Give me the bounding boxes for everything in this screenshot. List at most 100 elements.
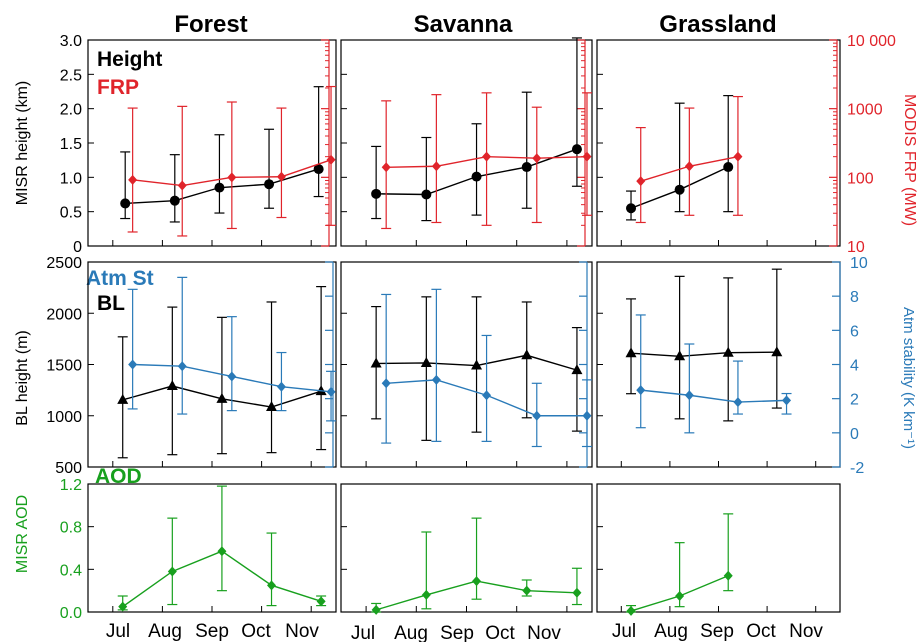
y2-tick-label: 10 000 (847, 33, 896, 50)
data-point (431, 161, 441, 172)
panel-bottom-savanna (340, 483, 593, 615)
y-tick-label: 2.0 (60, 102, 82, 119)
panel-bottom-forest: 0.0 0.4 0.8 1.2 (60, 477, 337, 622)
y-tick-label: 500 (55, 460, 82, 477)
series-bl (117, 286, 327, 459)
data-point (227, 371, 237, 382)
data-point (267, 580, 277, 591)
y-tick-label: 1.5 (60, 136, 82, 153)
x-tick-label-oct: Oct (485, 623, 515, 642)
x-tick-labels-grassland: Jul Aug Sep Oct Nov (612, 621, 824, 642)
series-height (371, 37, 582, 222)
data-point (264, 179, 275, 190)
panel-middle-savanna (340, 261, 593, 468)
y2-tick-label: 8 (850, 289, 859, 306)
x-tick-label-jul: Jul (612, 621, 636, 642)
panel-middle-grassland: -2 0 2 4 6 8 10 (596, 255, 868, 477)
x-tick-label-oct: Oct (746, 621, 776, 642)
panel-top-savanna (340, 37, 593, 247)
data-point (227, 172, 237, 183)
y-axis-label-bl-height: BL height (m) (14, 330, 31, 425)
data-point (582, 410, 592, 421)
panel-frame (340, 483, 593, 613)
y2-tick-label: 10 (850, 255, 868, 272)
data-point (733, 397, 743, 408)
data-point (316, 596, 326, 607)
panel-frame (87, 483, 337, 613)
x-tick-label-sep: Sep (195, 621, 229, 642)
y-tick-label: 2000 (46, 306, 82, 323)
x-tick-labels-savanna: Jul Aug Sep Oct Nov (351, 623, 562, 642)
y-tick-label: 2500 (46, 255, 82, 272)
data-point (532, 153, 542, 164)
data-point (326, 154, 336, 165)
x-tick-label-nov: Nov (527, 623, 561, 642)
panel-top-grassland: 10 100 1000 10 000 (596, 33, 896, 256)
series-aod (117, 485, 327, 612)
data-point (472, 576, 482, 587)
y-tick-label: 0.8 (60, 520, 82, 537)
data-point (177, 361, 187, 372)
data-point (684, 390, 694, 401)
data-point (625, 347, 637, 358)
y-tick-label: 0.4 (60, 562, 82, 579)
y2-tick-label: 1000 (847, 102, 883, 119)
y-tick-label: 1.2 (60, 477, 82, 494)
data-point (626, 605, 636, 616)
data-point (571, 144, 582, 155)
panel-frame (596, 483, 841, 613)
panel-frame (596, 39, 841, 247)
data-point (381, 378, 391, 389)
data-point (482, 151, 492, 162)
data-point (471, 359, 483, 370)
x-tick-label-nov: Nov (285, 621, 319, 642)
data-point (421, 189, 432, 200)
data-point (521, 349, 533, 360)
data-point (313, 164, 324, 175)
data-point (420, 356, 432, 367)
data-point (266, 401, 278, 412)
data-point (276, 381, 286, 392)
y-tick-label: 1000 (46, 409, 82, 426)
legend-aod: AOD (95, 465, 142, 488)
data-point (370, 357, 382, 368)
data-point (167, 566, 177, 577)
series-line (630, 351, 777, 358)
data-point (166, 380, 178, 391)
data-point (572, 587, 582, 598)
column-title-savanna: Savanna (414, 11, 513, 38)
data-point (722, 346, 734, 357)
data-point (782, 395, 792, 406)
panel-frame (596, 261, 841, 468)
x-tick-label-nov: Nov (789, 621, 823, 642)
y-tick-label: 3.0 (60, 33, 82, 50)
series-atm-st (635, 314, 792, 434)
y-axis-label-misr-height: MISR height (km) (14, 81, 31, 205)
panel-frame (87, 261, 337, 468)
series-frp (127, 85, 337, 237)
data-point (128, 359, 138, 370)
column-title-grassland: Grassland (659, 11, 776, 38)
y2-tick-label: 0 (850, 426, 859, 443)
data-point (675, 591, 685, 601)
series-atm-st (127, 276, 337, 422)
x-tick-label-aug: Aug (394, 623, 428, 642)
x-tick-label-aug: Aug (148, 621, 182, 642)
x-tick-labels-forest: Jul Aug Sep Oct Nov (106, 621, 320, 642)
y-tick-label: 2.5 (60, 67, 82, 84)
data-point (381, 162, 391, 173)
data-point (626, 203, 637, 214)
x-tick-label-jul: Jul (106, 621, 130, 642)
data-point (118, 601, 128, 612)
column-title-forest: Forest (174, 11, 247, 38)
data-point (216, 392, 228, 403)
data-point (120, 198, 131, 209)
y2-tick-label: 100 (847, 170, 874, 187)
data-point (214, 182, 225, 193)
data-point (723, 162, 734, 173)
y2-axis-label-modis-frp: MODIS FRP (MW) (901, 94, 918, 226)
y2-tick-label: 4 (850, 358, 859, 375)
y-tick-label: 1.0 (60, 170, 82, 187)
